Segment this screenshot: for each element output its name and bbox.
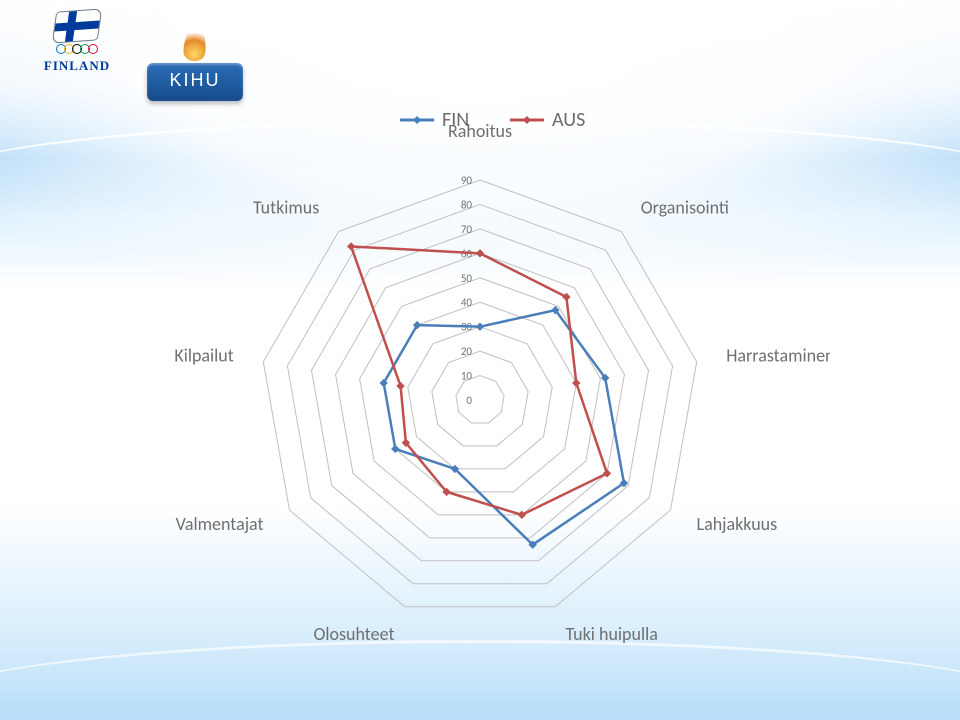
svg-text:0: 0 — [466, 394, 472, 407]
svg-text:70: 70 — [461, 223, 473, 236]
axis-label: Tutkimus — [253, 196, 319, 218]
svg-text:20: 20 — [461, 345, 473, 358]
svg-text:FIN: FIN — [442, 108, 469, 132]
axis-label: Valmentajat — [176, 513, 264, 535]
radar-chart: 0102030405060708090RahoitusOrganisointiH… — [130, 100, 830, 700]
svg-text:AUS: AUS — [552, 108, 585, 132]
olympic-rings-icon — [22, 44, 132, 58]
axis-label: Tuki huipulla — [566, 623, 658, 645]
slide: FINLAND KIHU 0102030405060708090Rahoitus… — [0, 0, 960, 720]
finland-olympic-logo: FINLAND — [22, 10, 132, 110]
svg-text:40: 40 — [461, 296, 473, 309]
svg-text:50: 50 — [461, 272, 473, 285]
axis-label: Harrastaminen — [726, 345, 830, 367]
flame-icon — [183, 24, 207, 61]
axis-label: Kilpailut — [174, 345, 233, 367]
axis-label: Organisointi — [641, 196, 729, 218]
axis-label: Lahjakkuus — [697, 513, 778, 535]
svg-text:10: 10 — [461, 370, 473, 383]
svg-text:90: 90 — [461, 174, 473, 187]
kihu-logo: KIHU — [140, 25, 250, 101]
axis-label: Olosuhteet — [313, 623, 394, 645]
svg-text:80: 80 — [461, 198, 473, 211]
flag-icon — [52, 8, 102, 43]
